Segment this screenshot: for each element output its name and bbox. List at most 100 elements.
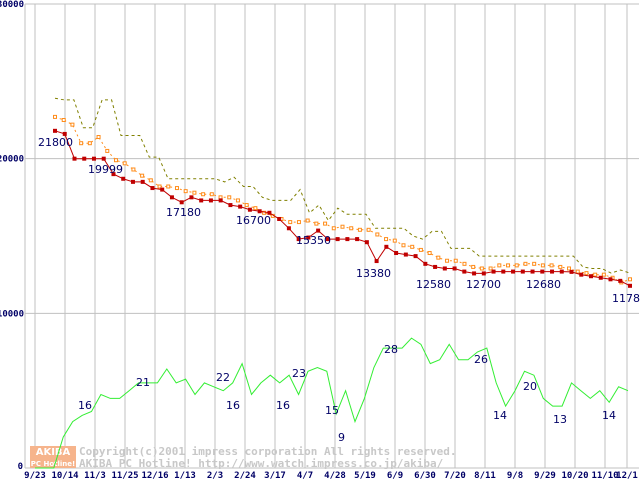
x-tick-label: 3/17 — [264, 471, 286, 480]
min_price-point — [501, 269, 506, 274]
avg_price-point — [462, 261, 467, 266]
logo-bottom-text: PC Hotline! — [31, 460, 75, 468]
avg_price-point — [105, 148, 110, 153]
x-tick-label: 6/30 — [414, 471, 436, 480]
min_price-point — [462, 269, 467, 274]
min_price-point — [111, 172, 116, 177]
avg_price-point — [174, 186, 179, 191]
avg_price-point — [96, 135, 101, 140]
min_price-point — [189, 195, 194, 200]
avg_price-point — [253, 206, 258, 211]
min_price-point — [121, 176, 126, 181]
min_price-point — [559, 269, 564, 274]
avg_price-point — [218, 195, 223, 200]
avg_price-point — [479, 266, 484, 271]
data-label-min_price: 21800 — [38, 136, 73, 149]
y-tick-label: 0 — [18, 462, 23, 472]
x-tick-label: 10/14 — [51, 471, 79, 480]
avg_price-point — [445, 258, 450, 263]
min_price-point — [589, 274, 594, 279]
avg_price-point — [366, 227, 371, 232]
data-label-min_price: 13380 — [356, 267, 391, 280]
min_price-point — [413, 254, 418, 259]
y-axis: 0 10000 20000 30000 — [0, 0, 24, 472]
data-label-shop_count: 14 — [602, 409, 616, 422]
min_price-point — [598, 275, 603, 280]
min_price-point — [345, 237, 350, 242]
min_price-point — [355, 237, 360, 242]
avg_price-point — [410, 244, 415, 249]
x-tick-label: 11/3 — [84, 471, 106, 480]
series-shop_count — [35, 337, 629, 469]
x-tick-label: 10/20 — [561, 471, 588, 480]
min_price-point — [277, 216, 282, 221]
avg_price-point — [235, 198, 240, 203]
min_price-point — [257, 209, 262, 214]
avg_price-line — [54, 116, 631, 283]
min_price-point — [316, 228, 321, 233]
min_price-point — [433, 264, 438, 269]
x-tick-label: 5/19 — [354, 471, 376, 480]
data-label-shop_count: 28 — [384, 343, 398, 356]
min_price-point — [72, 156, 77, 161]
x-tick-label: 12/16 — [141, 471, 168, 480]
min_price-point — [530, 269, 535, 274]
min_price-line — [54, 130, 631, 287]
min_price-point — [442, 266, 447, 271]
shop_count-line — [35, 337, 629, 469]
x-tick-label: 2/24 — [234, 471, 256, 480]
min_price-point — [169, 195, 174, 200]
min_price-point — [199, 198, 204, 203]
min_price-point — [325, 237, 330, 242]
min_price-point — [608, 277, 613, 282]
min_price-point — [82, 156, 87, 161]
data-label-shop_count: 15 — [325, 404, 339, 417]
avg_price-point — [558, 264, 563, 269]
avg_price-point — [375, 232, 380, 237]
avg_price-point — [401, 243, 406, 248]
x-axis: 9/23 10/14 11/3 11/25 12/16 1/13 2/3 2/24 3/17 4/… — [24, 471, 638, 480]
avg_price-point — [201, 192, 206, 197]
avg_price-point — [166, 184, 171, 189]
avg_price-point — [584, 271, 589, 276]
x-tick-label: 4/28 — [324, 471, 346, 480]
max_price-line — [54, 97, 631, 274]
x-tick-label: 2/3 — [207, 471, 223, 480]
min_price-point — [335, 237, 340, 242]
avg_price-point — [296, 220, 301, 225]
avg_price-point — [183, 189, 188, 194]
x-tick-label: 12/1 — [616, 471, 638, 480]
avg_price-point — [331, 226, 336, 231]
watermark: AKIBA PC Hotline! Copyright(c)2001 impre… — [30, 445, 457, 470]
min_price-point — [394, 251, 399, 256]
x-tick-label: 9/23 — [24, 471, 46, 480]
x-tick-label: 4/7 — [297, 471, 313, 480]
avg_price-point — [288, 220, 293, 225]
avg_price-point — [131, 167, 136, 172]
avg_price-point — [427, 251, 432, 256]
avg_price-point — [549, 263, 554, 268]
min_price-point — [374, 259, 379, 264]
site-url-text: AKIBA PC Hotline! http://www.watch.impre… — [79, 457, 444, 470]
data-label-shop_count: 26 — [474, 353, 488, 366]
avg_price-point — [227, 195, 232, 200]
x-tick-label: 7/20 — [444, 471, 466, 480]
logo-top-text: AKIBA — [36, 447, 71, 458]
min_price-point — [267, 210, 272, 215]
data-label-shop_count: 20 — [523, 380, 537, 393]
min_price-point — [150, 186, 155, 191]
min_price-point — [384, 244, 389, 249]
y-tick-label: 10000 — [0, 309, 24, 319]
avg_price-point — [453, 258, 458, 263]
avg_price-point — [157, 184, 162, 189]
avg_price-point — [349, 226, 354, 231]
avg_price-point — [418, 247, 423, 252]
min_price-point — [140, 179, 145, 184]
avg_price-point — [314, 221, 319, 226]
avg_price-point — [523, 261, 528, 266]
min_price-point — [491, 269, 496, 274]
min_price-point — [247, 207, 252, 212]
avg_price-point — [575, 269, 580, 274]
min_price-point — [208, 198, 213, 203]
